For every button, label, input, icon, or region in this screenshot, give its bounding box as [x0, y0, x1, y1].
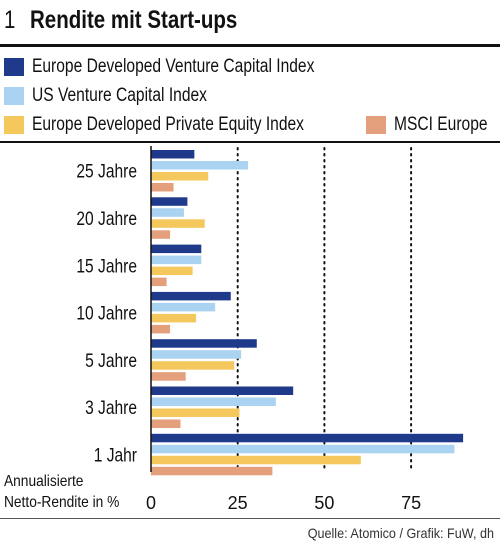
bar	[151, 350, 242, 359]
bar	[151, 372, 186, 381]
source-credit: Quelle: Atomico / Grafik: FuW, dh	[307, 525, 494, 541]
bar	[151, 386, 294, 395]
bar	[151, 277, 167, 287]
x-tick-label: 50	[314, 493, 334, 513]
bar	[151, 244, 202, 254]
legend-item-us-vc: US Venture Capital Index	[4, 85, 245, 107]
legend-item-europe-vc: Europe Developed Venture Capital Index	[4, 56, 376, 78]
bar	[151, 255, 202, 265]
bar	[151, 197, 188, 206]
bar	[151, 208, 184, 217]
bar	[151, 291, 231, 301]
category-label: 10 Jahre	[76, 302, 137, 324]
bar	[151, 408, 240, 417]
legend-rule	[0, 141, 500, 143]
bar	[151, 219, 205, 228]
figure-number: 1	[4, 6, 16, 34]
category-label: 15 Jahre	[76, 255, 137, 277]
legend-label: US Venture Capital Index	[32, 85, 207, 106]
bar	[151, 161, 249, 170]
bar	[151, 433, 464, 443]
bar	[151, 172, 209, 181]
x-tick-label: 0	[146, 493, 156, 513]
bar	[151, 419, 181, 428]
legend-label: Europe Developed Private Equity Index	[32, 114, 304, 135]
legend-swatch	[4, 87, 24, 105]
figure-title-row: 1 Rendite mit Start-ups	[4, 6, 283, 40]
legend-swatch	[4, 116, 24, 134]
x-axis-label: Annualisierte	[4, 472, 83, 490]
bar	[151, 466, 273, 476]
x-axis-label: Netto-Rendite in %	[4, 493, 119, 511]
bar	[151, 230, 171, 239]
legend-item-msci-europe: MSCI Europe	[366, 114, 500, 136]
bar-chart: 25 Jahre 20 Jahre 15 Jahre 10 Jahre 5 Jahre 3…	[4, 146, 464, 513]
footer-rule	[0, 518, 500, 519]
legend-item-europe-pe: Europe Developed Private Equity Index	[4, 114, 364, 136]
bar	[151, 183, 174, 192]
chart-title: Rendite mit Start-ups	[30, 6, 238, 34]
bar	[151, 339, 257, 348]
legend-swatch	[4, 58, 24, 76]
bar	[151, 313, 197, 323]
bar	[151, 324, 171, 334]
bar	[151, 455, 361, 465]
legend-swatch	[366, 116, 386, 134]
title-rule	[0, 44, 500, 47]
bar	[151, 302, 216, 312]
bar	[151, 397, 276, 406]
category-label: 5 Jahre	[85, 349, 137, 371]
bar	[151, 150, 195, 159]
category-label: 20 Jahre	[76, 208, 137, 230]
x-tick-label: 25	[228, 493, 248, 513]
legend-label: Europe Developed Venture Capital Index	[32, 56, 315, 77]
bar	[151, 361, 235, 370]
legend-label: MSCI Europe	[394, 114, 488, 135]
x-tick-label: 75	[401, 493, 421, 513]
bar	[151, 444, 455, 454]
category-label: 25 Jahre	[76, 160, 137, 182]
category-label: 1 Jahr	[94, 444, 137, 466]
bar	[151, 266, 193, 276]
category-label: 3 Jahre	[85, 397, 137, 419]
